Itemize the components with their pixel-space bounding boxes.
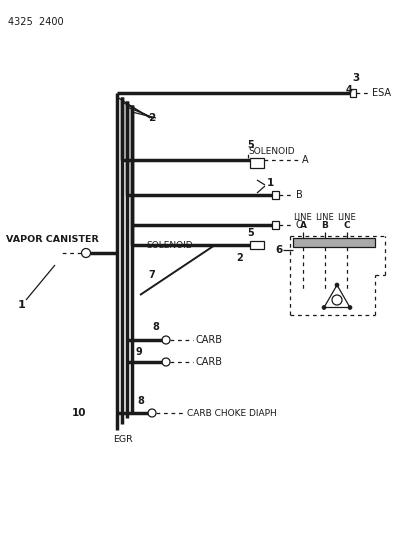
Text: 10: 10: [72, 408, 86, 418]
Text: LINE: LINE: [294, 214, 313, 222]
Text: 3: 3: [352, 73, 359, 83]
Bar: [250, 158, 264, 168]
Text: 5: 5: [247, 228, 254, 238]
Text: B: B: [322, 222, 328, 230]
Bar: [272, 221, 279, 229]
Text: A: A: [299, 222, 306, 230]
Text: ESA: ESA: [372, 88, 391, 98]
Circle shape: [335, 283, 339, 287]
Text: B: B: [296, 190, 303, 200]
Text: 7: 7: [148, 270, 155, 280]
Text: 1: 1: [18, 300, 26, 310]
Text: CARB: CARB: [195, 335, 222, 345]
Text: C: C: [296, 220, 303, 230]
Bar: [293, 238, 375, 247]
Text: SOLENOID: SOLENOID: [248, 148, 295, 157]
Text: EGR: EGR: [113, 435, 133, 445]
Text: 4325  2400: 4325 2400: [8, 17, 64, 27]
Circle shape: [322, 305, 326, 310]
Text: LINE: LINE: [316, 214, 335, 222]
Text: CARB: CARB: [195, 357, 222, 367]
Bar: [272, 191, 279, 199]
Bar: [250, 241, 264, 249]
Text: LINE: LINE: [338, 214, 356, 222]
Text: C: C: [344, 222, 350, 230]
Text: 8: 8: [137, 396, 144, 406]
Text: 6: 6: [275, 245, 282, 255]
Text: VAPOR CANISTER: VAPOR CANISTER: [6, 236, 99, 245]
Text: 2: 2: [236, 253, 243, 263]
Bar: [350, 89, 356, 97]
Text: A: A: [302, 155, 308, 165]
Text: 9: 9: [136, 347, 143, 357]
Text: 2: 2: [148, 113, 155, 123]
Text: CARB CHOKE DIAPH: CARB CHOKE DIAPH: [187, 408, 277, 417]
Text: 5: 5: [247, 140, 254, 150]
Text: 1: 1: [267, 178, 274, 188]
Circle shape: [348, 305, 352, 310]
Text: 4: 4: [346, 85, 353, 95]
Text: 8: 8: [152, 322, 159, 332]
Text: SOLENOID: SOLENOID: [146, 240, 193, 249]
